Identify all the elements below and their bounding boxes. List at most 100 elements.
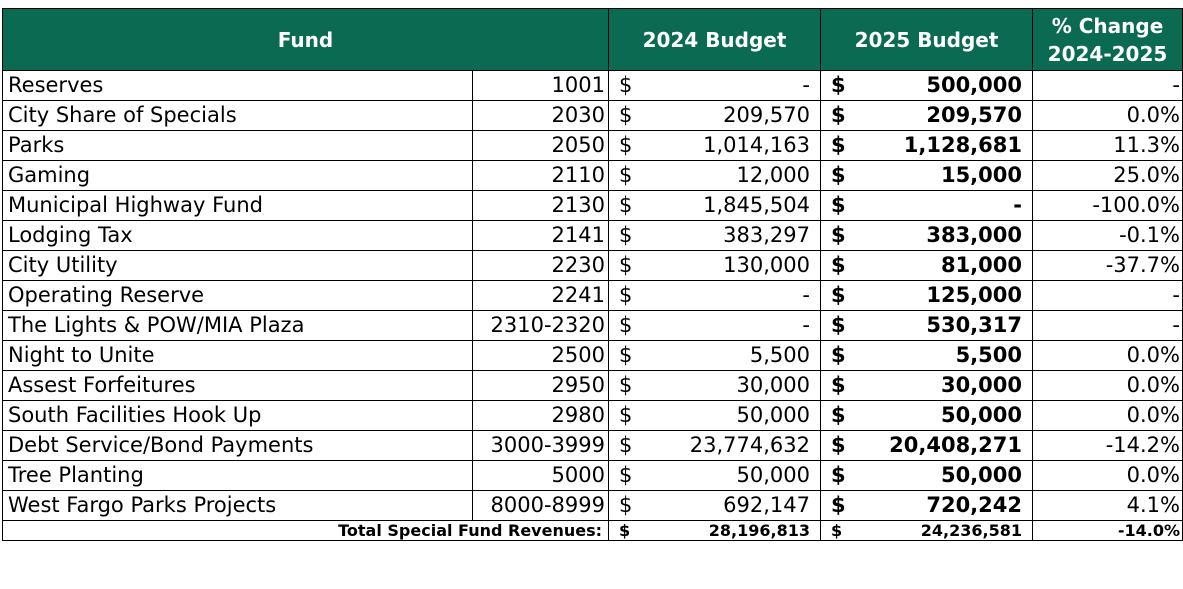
budget-2024-cell: 130,000: [636, 250, 821, 281]
currency-2024-cell: $: [608, 220, 637, 251]
currency-2024-cell: $: [608, 400, 637, 431]
currency-2025-cell: $: [820, 160, 849, 191]
budget-2024-cell: 1,014,163: [636, 130, 821, 161]
pct-change-cell: -: [1032, 310, 1183, 341]
budget-2024-cell: 50,000: [636, 400, 821, 431]
table-row: South Facilities Hook Up 2980 $50,000 $50,0…: [2, 400, 1183, 431]
budget-2024-cell: 1,845,504: [636, 190, 821, 221]
budget-2025-cell: 20,408,271: [848, 430, 1033, 461]
budget-2024-cell: 692,147: [636, 490, 821, 521]
budget-2025-cell: 209,570: [848, 100, 1033, 131]
table-row: City Utility 2230 $130,000 $81,000 -37.7%: [2, 250, 1183, 281]
pct-change-cell: 4.1%: [1032, 490, 1183, 521]
fund-code-cell: 8000-8999: [472, 490, 609, 521]
currency-2024-cell: $: [608, 280, 637, 311]
pct-change-cell: 0.0%: [1032, 400, 1183, 431]
budget-table: Fund 2024 Budget 2025 Budget % Change 20…: [2, 8, 1183, 541]
budget-2025-header: 2025 Budget: [820, 8, 1033, 71]
currency-2025-cell: $: [820, 190, 849, 221]
pct-change-cell: -14.2%: [1032, 430, 1183, 461]
pct-change-cell: 0.0%: [1032, 370, 1183, 401]
total-currency-2024: $: [608, 520, 637, 541]
pct-change-cell: -: [1032, 70, 1183, 101]
fund-code-cell: 2050: [472, 130, 609, 161]
total-budget-2025: 24,236,581: [848, 520, 1033, 541]
fund-name-cell: Parks: [2, 130, 473, 161]
fund-code-cell: 2950: [472, 370, 609, 401]
fund-name-cell: West Fargo Parks Projects: [2, 490, 473, 521]
pct-change-cell: -37.7%: [1032, 250, 1183, 281]
budget-2025-cell: 81,000: [848, 250, 1033, 281]
pct-change-header-line2: 2024-2025: [1047, 41, 1168, 66]
pct-change-cell: 0.0%: [1032, 340, 1183, 371]
table-row: Parks 2050 $1,014,163 $1,128,681 11.3%: [2, 130, 1183, 161]
pct-change-cell: -: [1032, 280, 1183, 311]
budget-2024-cell: 50,000: [636, 460, 821, 491]
currency-2024-cell: $: [608, 130, 637, 161]
budget-2024-header: 2024 Budget: [608, 8, 821, 71]
currency-2025-cell: $: [820, 100, 849, 131]
budget-2025-cell: 720,242: [848, 490, 1033, 521]
fund-name-cell: Assest Forfeitures: [2, 370, 473, 401]
currency-2024-cell: $: [608, 310, 637, 341]
pct-change-cell: -100.0%: [1032, 190, 1183, 221]
budget-2025-cell: -: [848, 190, 1033, 221]
table-row: Night to Unite 2500 $5,500 $5,500 0.0%: [2, 340, 1183, 371]
fund-code-cell: 1001: [472, 70, 609, 101]
budget-2025-cell: 125,000: [848, 280, 1033, 311]
fund-code-cell: 2230: [472, 250, 609, 281]
fund-name-cell: Night to Unite: [2, 340, 473, 371]
budget-2024-cell: -: [636, 280, 821, 311]
total-row: Total Special Fund Revenues: $ 28,196,81…: [2, 520, 1183, 541]
table-row: Municipal Highway Fund 2130 $1,845,504 $ - -1…: [2, 190, 1183, 221]
pct-change-header: % Change 2024-2025: [1032, 8, 1183, 71]
total-currency-2025: $: [820, 520, 849, 541]
budget-2024-cell: -: [636, 310, 821, 341]
budget-2025-cell: 1,128,681: [848, 130, 1033, 161]
fund-name-cell: South Facilities Hook Up: [2, 400, 473, 431]
currency-2024-cell: $: [608, 490, 637, 521]
budget-2024-cell: -: [636, 70, 821, 101]
table-row: Reserves 1001 $ - $500,000-: [2, 70, 1183, 101]
fund-name-cell: City Share of Specials: [2, 100, 473, 131]
currency-2025-cell: $: [820, 370, 849, 401]
currency-2025-cell: $: [820, 340, 849, 371]
budget-2024-cell: 30,000: [636, 370, 821, 401]
table-row: City Share of Specials 2030 $209,570 $209,5…: [2, 100, 1183, 131]
currency-2025-cell: $: [820, 400, 849, 431]
currency-2024-cell: $: [608, 340, 637, 371]
currency-2025-cell: $: [820, 430, 849, 461]
budget-2024-cell: 383,297: [636, 220, 821, 251]
currency-2025-cell: $: [820, 70, 849, 101]
table-row: Lodging Tax 2141 $383,297 $383,000 -0.1%: [2, 220, 1183, 251]
pct-change-cell: 11.3%: [1032, 130, 1183, 161]
fund-code-cell: 3000-3999: [472, 430, 609, 461]
budget-2025-cell: 530,317: [848, 310, 1033, 341]
currency-2024-cell: $: [608, 250, 637, 281]
budget-2025-cell: 30,000: [848, 370, 1033, 401]
total-label: Total Special Fund Revenues:: [2, 520, 609, 541]
table-row: Assest Forfeitures 2950 $30,000 $30,000 0.0%: [2, 370, 1183, 401]
fund-name-cell: Municipal Highway Fund: [2, 190, 473, 221]
pct-change-header-line1: % Change: [1051, 13, 1164, 38]
fund-name-cell: Operating Reserve: [2, 280, 473, 311]
currency-2024-cell: $: [608, 460, 637, 491]
fund-name-cell: Lodging Tax: [2, 220, 473, 251]
currency-2025-cell: $: [820, 460, 849, 491]
currency-2024-cell: $: [608, 160, 637, 191]
currency-2025-cell: $: [820, 250, 849, 281]
fund-code-cell: 2241: [472, 280, 609, 311]
fund-code-cell: 2980: [472, 400, 609, 431]
currency-2024-cell: $: [608, 100, 637, 131]
currency-2024-cell: $: [608, 70, 637, 101]
currency-2025-cell: $: [820, 280, 849, 311]
fund-name-cell: City Utility: [2, 250, 473, 281]
table-row: The Lights & POW/MIA Plaza 2310-2320 $ - $53…: [2, 310, 1183, 341]
budget-2024-cell: 209,570: [636, 100, 821, 131]
budget-2024-cell: 5,500: [636, 340, 821, 371]
budget-2025-cell: 50,000: [848, 460, 1033, 491]
fund-code-cell: 2141: [472, 220, 609, 251]
fund-code-cell: 5000: [472, 460, 609, 491]
currency-2025-cell: $: [820, 220, 849, 251]
header-row: Fund 2024 Budget 2025 Budget % Change 20…: [2, 8, 1183, 71]
